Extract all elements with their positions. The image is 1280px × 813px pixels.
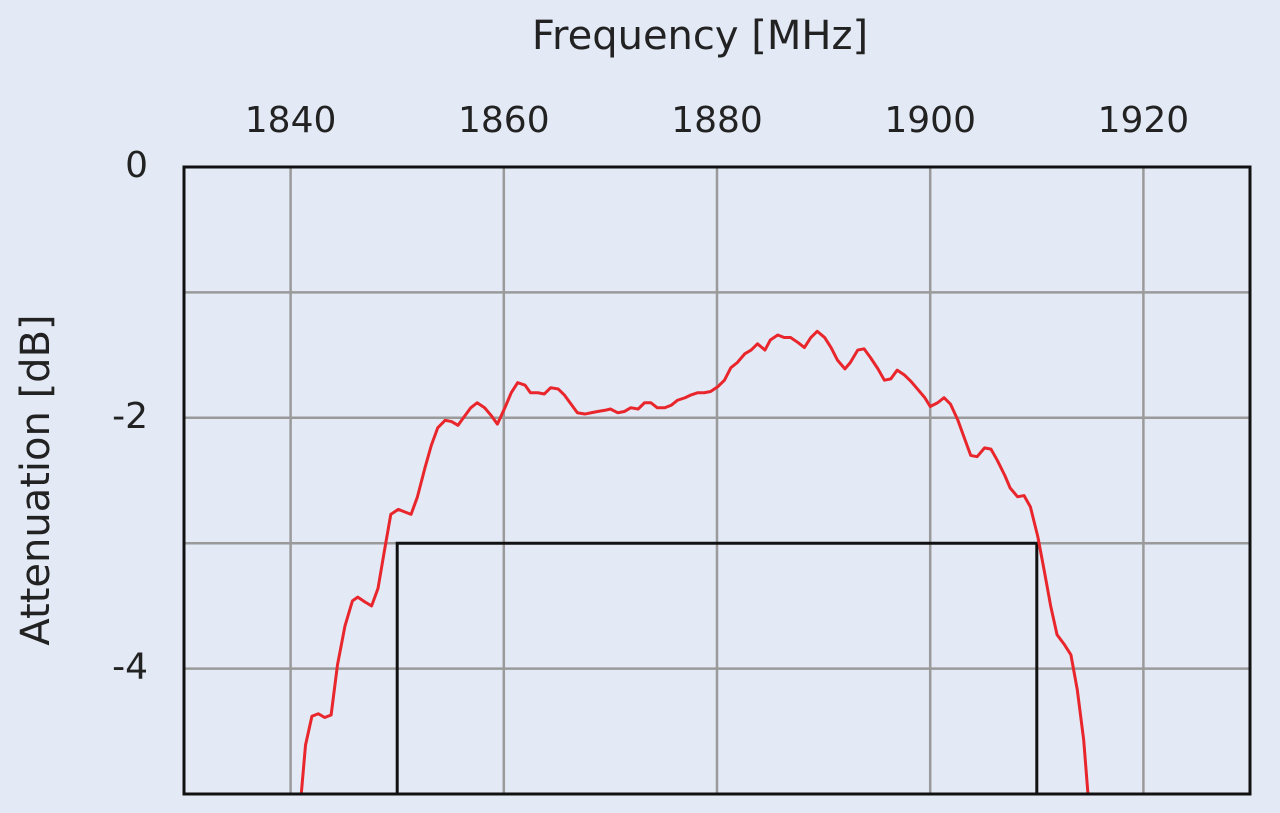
y-tick-label: -4 xyxy=(112,647,148,688)
x-tick-label: 1840 xyxy=(245,100,337,141)
y-tick-label: 0 xyxy=(125,145,148,186)
plot-frame xyxy=(182,165,1252,796)
x-tick-label: 1880 xyxy=(671,100,763,141)
x-tick-label: 1860 xyxy=(458,100,550,141)
x-tick-label: 1900 xyxy=(884,100,976,141)
y-tick-label: -2 xyxy=(112,396,148,437)
y-axis-title: Attenuation [dB] xyxy=(13,314,59,645)
x-axis-title: Frequency [MHz] xyxy=(532,13,868,59)
x-tick-label: 1920 xyxy=(1098,100,1190,141)
spec-mask xyxy=(395,541,1039,794)
attenuation-curve xyxy=(299,329,1090,795)
